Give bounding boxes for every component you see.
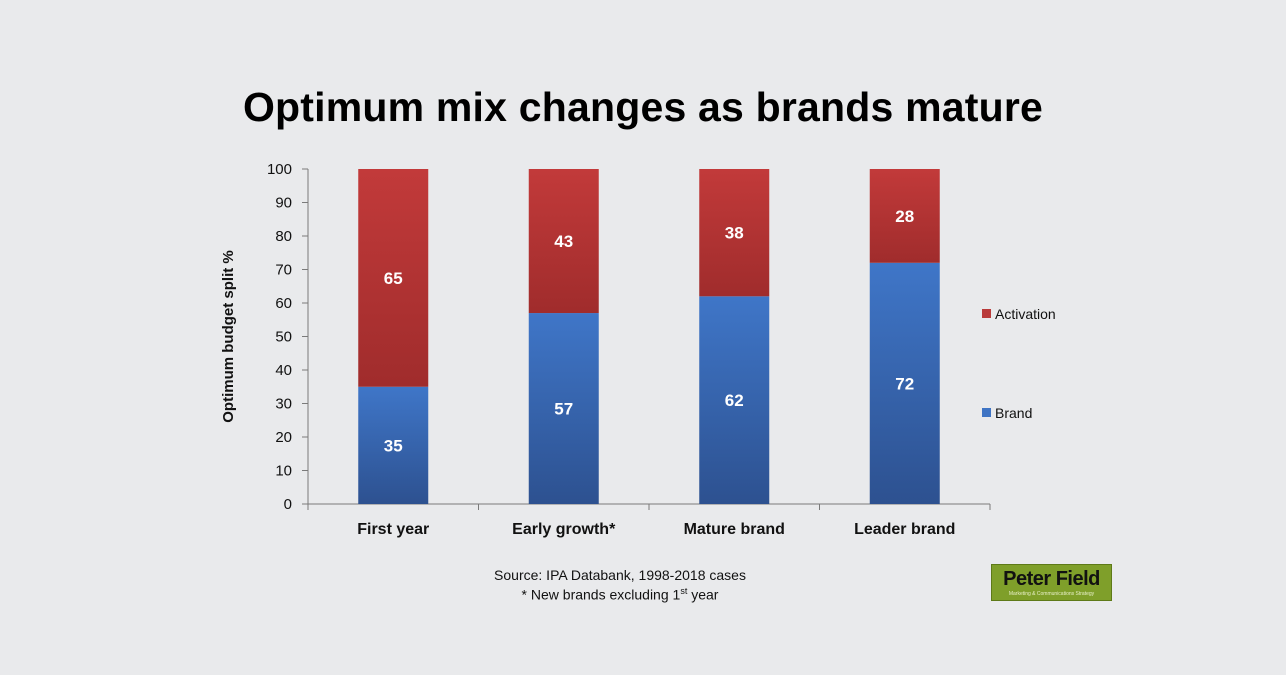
legend-swatch-activation — [982, 309, 991, 318]
x-tick-label: Mature brand — [684, 521, 785, 538]
y-axis-label: Optimum budget split % — [220, 250, 237, 423]
bar-activation — [699, 169, 770, 297]
bar-brand — [358, 386, 429, 504]
source-note: Source: IPA Databank, 1998-2018 cases — [494, 567, 746, 583]
footnote-superscript: st — [680, 586, 688, 596]
logo-name: Peter Field — [1003, 568, 1100, 590]
data-label: 62 — [725, 391, 744, 410]
data-label: 57 — [554, 400, 573, 419]
x-tick-label: First year — [357, 521, 429, 538]
data-label: 28 — [895, 207, 914, 226]
data-label: 43 — [554, 232, 573, 251]
footnote-suffix: year — [687, 586, 719, 603]
y-tick-label: 40 — [275, 362, 292, 379]
y-tick-label: 70 — [275, 262, 292, 279]
bar-activation — [869, 169, 940, 263]
data-label: 38 — [725, 224, 744, 243]
y-tick-label: 10 — [275, 463, 292, 480]
x-tick-label: Leader brand — [854, 521, 955, 538]
chart-title: Optimum mix changes as brands mature — [242, 84, 1044, 130]
peter-field-logo: Peter Field Marketing & Communications S… — [991, 564, 1112, 601]
y-tick-label: 80 — [275, 228, 292, 245]
data-label: 65 — [384, 269, 403, 288]
legend-swatch-brand — [982, 408, 991, 417]
data-label: 35 — [384, 436, 403, 455]
x-tick-label: Early growth* — [512, 521, 616, 538]
y-tick-label: 30 — [275, 396, 292, 413]
y-tick-label: 100 — [267, 161, 292, 178]
y-tick-label: 50 — [275, 329, 292, 346]
bar-brand — [869, 262, 940, 504]
y-tick-label: 60 — [275, 295, 292, 312]
y-tick-label: 20 — [275, 429, 292, 446]
legend-label-activation: Activation — [995, 306, 1056, 322]
bar-activation — [528, 169, 599, 314]
data-label: 72 — [895, 374, 914, 393]
y-tick-label: 0 — [284, 496, 292, 513]
y-tick-label: 90 — [275, 195, 292, 212]
logo-tagline: Marketing & Communications Strategy — [1008, 591, 1095, 597]
bar-activation — [358, 169, 429, 387]
bar-brand — [528, 313, 599, 504]
footnote-text: * New brands excluding 1 — [521, 586, 681, 603]
bar-brand — [699, 296, 770, 504]
footnote: * New brands excluding 1st year — [420, 586, 820, 603]
legend-label-brand: Brand — [995, 405, 1032, 421]
